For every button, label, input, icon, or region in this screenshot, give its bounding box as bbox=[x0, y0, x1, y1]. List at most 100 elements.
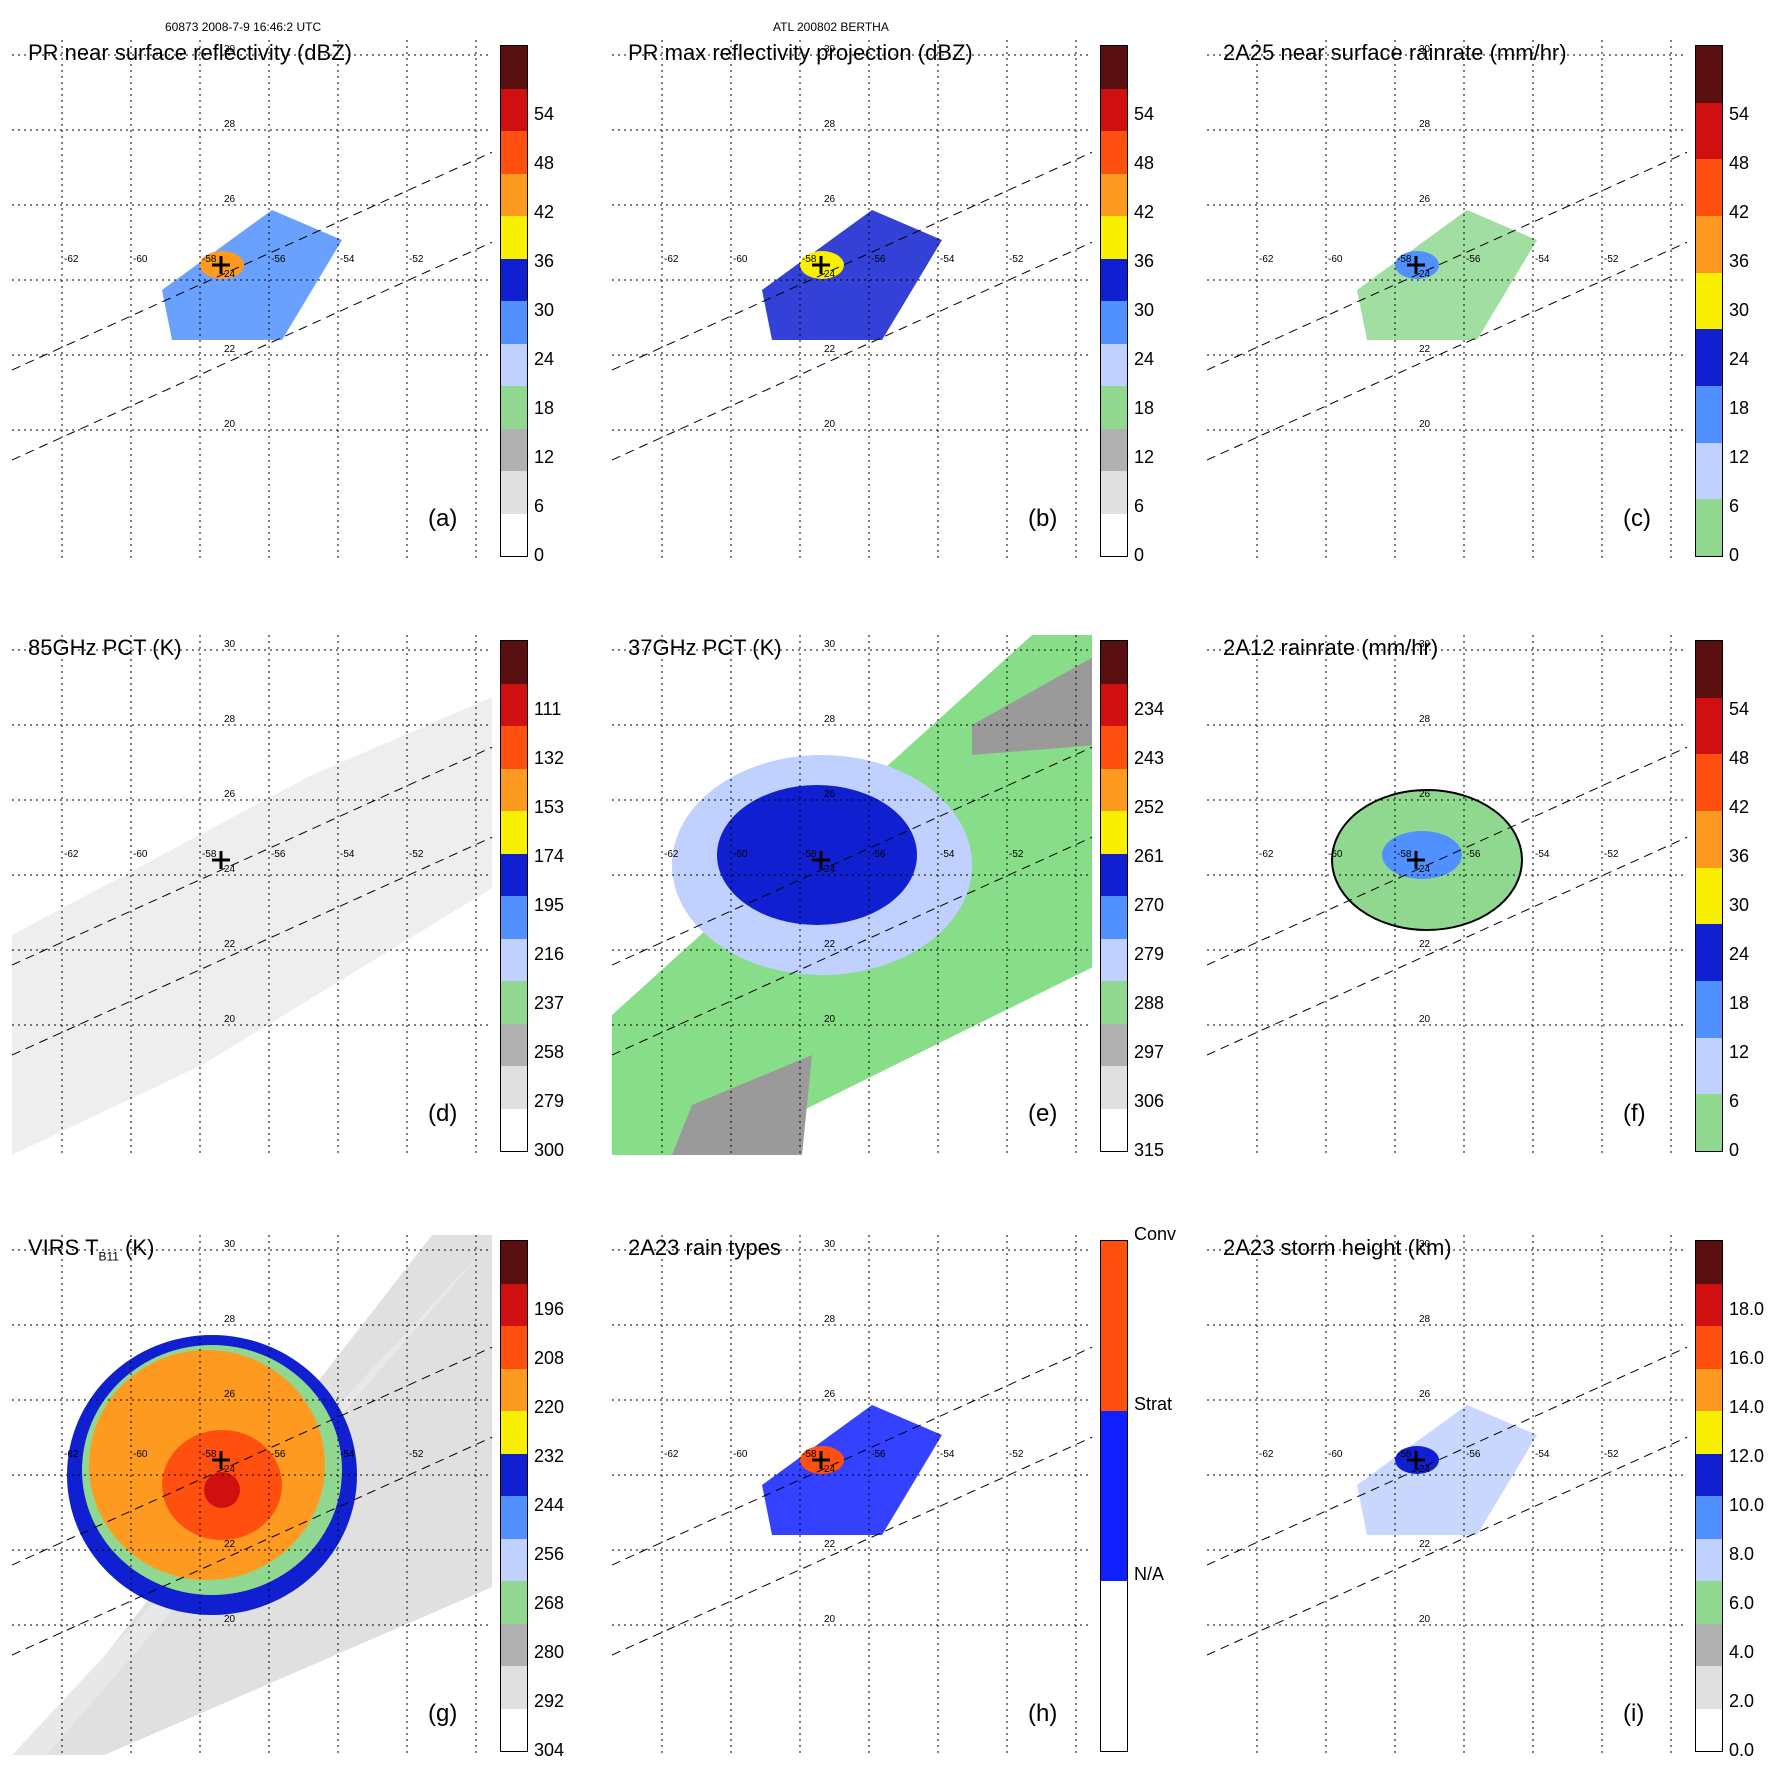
colorbar-tick: 24 bbox=[534, 348, 555, 369]
lat-label: 30 bbox=[224, 1239, 236, 1250]
colorbar-tick: 6.0 bbox=[1729, 1592, 1755, 1613]
colorbar-tick: Conv bbox=[1134, 1224, 1177, 1244]
panel-label: (a) bbox=[428, 505, 458, 532]
lat-label: 22 bbox=[1419, 1539, 1431, 1550]
panel-label: (i) bbox=[1623, 1700, 1645, 1727]
colorbar-tick: 30 bbox=[534, 299, 555, 320]
lat-label: 24 bbox=[824, 1464, 836, 1475]
colorbar-tick: 306 bbox=[1134, 1090, 1165, 1111]
lat-label: 20 bbox=[224, 1014, 236, 1025]
colorbar-tick: 48 bbox=[1729, 747, 1750, 768]
colorbar-tick: 48 bbox=[534, 152, 555, 173]
panel-c: 30 28 26 24 22 20 -62 -60 -58 -56 -54 -52 2A25 near … bbox=[1195, 30, 1687, 560]
panel-a: 30 28 26 24 22 20 -62 -60 -58 -56 -54 -52 PR near su… bbox=[0, 30, 492, 560]
colorbar-tick: 48 bbox=[1729, 152, 1750, 173]
colorbar-tick: 304 bbox=[534, 1740, 565, 1760]
colorbar-tick: 12 bbox=[1729, 446, 1750, 467]
colorbar-tick: 54 bbox=[1729, 103, 1750, 124]
lat-label: 22 bbox=[224, 344, 236, 355]
colorbar-c bbox=[1695, 45, 1723, 557]
colorbar-tick: 234 bbox=[1134, 698, 1165, 719]
lon-label: -54 bbox=[1535, 254, 1550, 265]
panel-f: 30 28 26 24 22 20 -62 -60 -58 -56 -54 -52 2A12 rainr… bbox=[1195, 625, 1687, 1155]
lon-label: -56 bbox=[271, 1449, 286, 1460]
colorbar-tick: 111 bbox=[534, 698, 562, 719]
panel-label: (f) bbox=[1623, 1100, 1646, 1127]
colorbar-tick: 280 bbox=[534, 1641, 565, 1662]
colorbar-tick: 6 bbox=[1729, 495, 1740, 516]
colorbar-tick: 48 bbox=[1134, 152, 1155, 173]
colorbar-tick: 0 bbox=[1729, 1140, 1740, 1160]
colorbar-tick: 24 bbox=[1729, 348, 1750, 369]
colorbar-tick: 6 bbox=[1729, 1090, 1740, 1111]
map-g: 30 28 26 24 22 20 -62 -60 -58 -56 -54 -52 bbox=[12, 1235, 492, 1755]
colorbar-a bbox=[500, 45, 528, 557]
lon-label: -60 bbox=[733, 849, 748, 860]
colorbar-tick: 153 bbox=[534, 796, 565, 817]
colorbar-tick: 18 bbox=[534, 397, 555, 418]
lat-label: 24 bbox=[824, 864, 836, 875]
lat-label: 20 bbox=[1419, 419, 1431, 430]
lat-label: 28 bbox=[824, 1314, 836, 1325]
lon-label: -62 bbox=[64, 254, 79, 265]
colorbar-tick: 54 bbox=[534, 103, 555, 124]
panel-label: (g) bbox=[428, 1700, 458, 1727]
lat-label: 24 bbox=[224, 269, 236, 280]
lat-label: 26 bbox=[224, 789, 236, 800]
panel-title: 2A23 rain types bbox=[628, 1235, 781, 1260]
map-e: 30 28 26 24 22 20 -62 -60 -58 -56 -54 -52 bbox=[612, 635, 1092, 1155]
lat-label: 30 bbox=[1419, 44, 1431, 55]
lat-label: 20 bbox=[824, 1614, 836, 1625]
panel-g: 30 28 26 24 22 20 -62 -60 -58 -56 -54 -52 VIRS TB11 … bbox=[0, 1225, 492, 1755]
lat-label: 30 bbox=[824, 1239, 836, 1250]
panel-title: 85GHz PCT (K) bbox=[28, 635, 182, 660]
colorbar-tick: 279 bbox=[534, 1090, 565, 1111]
panel-label: (e) bbox=[1028, 1100, 1058, 1127]
lat-label: 22 bbox=[824, 344, 836, 355]
lat-label: 26 bbox=[824, 789, 836, 800]
lon-label: -62 bbox=[664, 254, 679, 265]
lat-label: 26 bbox=[1419, 1389, 1431, 1400]
lon-label: -58 bbox=[1397, 254, 1412, 265]
panel-title: PR near surface reflectivity (dBZ) bbox=[28, 40, 352, 65]
lon-label: -54 bbox=[940, 849, 955, 860]
colorbar-tick: 288 bbox=[1134, 992, 1165, 1013]
lon-label: -56 bbox=[871, 254, 886, 265]
colorbar-tick: 208 bbox=[534, 1347, 565, 1368]
colorbar-tick: 196 bbox=[534, 1298, 565, 1319]
colorbar-tick: 36 bbox=[534, 250, 555, 271]
lon-label: -52 bbox=[1009, 1449, 1024, 1460]
lat-label: 26 bbox=[224, 1389, 236, 1400]
colorbar-h bbox=[1100, 1240, 1128, 1752]
lon-label: -60 bbox=[1328, 849, 1343, 860]
lat-label: 22 bbox=[224, 939, 236, 950]
colorbar-tick: 30 bbox=[1729, 299, 1750, 320]
lat-label: 28 bbox=[1419, 714, 1431, 725]
colorbar-tick: 216 bbox=[534, 943, 565, 964]
lat-label: 24 bbox=[1419, 1464, 1431, 1475]
lon-label: -52 bbox=[1604, 1449, 1619, 1460]
lon-label: -54 bbox=[340, 849, 355, 860]
colorbar-tick: 243 bbox=[1134, 747, 1165, 768]
lat-label: 28 bbox=[224, 714, 236, 725]
panel-title: 2A12 rainrate (mm/hr) bbox=[1223, 635, 1439, 660]
panel-label: (h) bbox=[1028, 1700, 1058, 1727]
lon-label: -60 bbox=[733, 1449, 748, 1460]
lon-label: -56 bbox=[871, 849, 886, 860]
lat-label: 24 bbox=[1419, 864, 1431, 875]
colorbar-tick: 12 bbox=[1729, 1041, 1750, 1062]
lon-label: -54 bbox=[340, 1449, 355, 1460]
colorbar-tick: 14.0 bbox=[1729, 1396, 1765, 1417]
colorbar-tick: 297 bbox=[1134, 1041, 1165, 1062]
lon-label: -56 bbox=[1466, 254, 1481, 265]
lon-label: -56 bbox=[271, 254, 286, 265]
lon-label: -62 bbox=[64, 1449, 79, 1460]
lat-label: 30 bbox=[1419, 639, 1431, 650]
lon-label: -52 bbox=[1604, 254, 1619, 265]
orbit-time-header: 60873 2008-7-9 16:46:2 UTC bbox=[165, 20, 322, 34]
lat-label: 28 bbox=[1419, 1314, 1431, 1325]
colorbar-e bbox=[1100, 640, 1128, 1152]
map-h: 30 28 26 24 22 20 -62 -60 -58 -56 -54 -52 bbox=[612, 1235, 1092, 1755]
colorbar-tick: 36 bbox=[1729, 250, 1750, 271]
colorbar-b bbox=[1100, 45, 1128, 557]
